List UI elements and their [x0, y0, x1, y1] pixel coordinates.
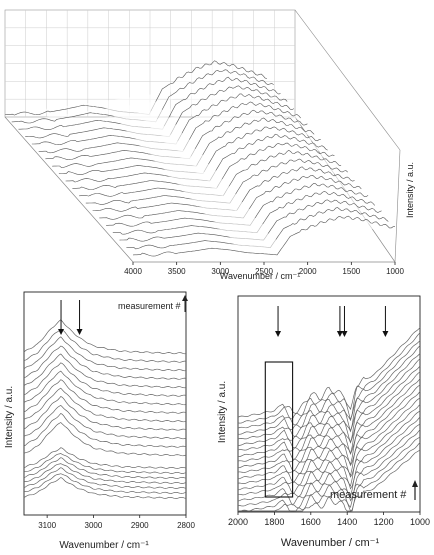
spectrum-line — [237, 327, 421, 418]
waterfall-x-axis-label: Wavenumber / cm⁻¹ — [220, 271, 300, 281]
fingerprint-legend-text: measurement # — [330, 489, 407, 501]
spectrum-line — [23, 387, 187, 423]
spectrum-line — [237, 365, 421, 451]
ch-stretch-legend-text: measurement # — [118, 301, 181, 311]
x-tick-label: 1400 — [337, 517, 357, 527]
spectrum-line — [23, 463, 187, 484]
spectrum-line — [238, 449, 421, 512]
spectrum-line — [237, 384, 421, 469]
fingerprint-x-axis-label: Wavenumber / cm⁻¹ — [281, 537, 380, 549]
spectrum-line — [23, 362, 187, 397]
x-tick-label: 1500 — [342, 267, 360, 276]
waterfall-series-group — [4, 60, 395, 257]
spectrum-line — [23, 353, 187, 389]
measurement-arrow-icon — [182, 295, 188, 312]
waterfall-chart: 4000 3500 3000 2500 2000 1500 1000 Wavenumber … — [4, 9, 415, 281]
x-tick-label: 3000 — [211, 267, 229, 276]
fingerprint-zoom-chart: 2000 1800 1600 1400 1200 1000 measurement # W… — [212, 282, 434, 550]
x-tick-label: 1000 — [410, 517, 430, 527]
x-tick-label: 2000 — [299, 267, 317, 276]
x-tick-label: 2000 — [228, 517, 248, 527]
peak-arrow-icon — [382, 306, 389, 337]
peak-arrow-icon — [275, 306, 282, 337]
x-tick-label: 2800 — [177, 521, 195, 530]
spectrum-line — [238, 358, 421, 446]
highlight-box — [264, 361, 294, 498]
x-tick-label: 1200 — [374, 517, 394, 527]
fingerprint-ticks: 2000 1800 1600 1400 1200 1000 — [228, 512, 430, 527]
spectrum-line — [237, 391, 421, 473]
spectrum-line — [23, 422, 187, 457]
spectrum-line — [238, 436, 421, 512]
ch-stretch-zoom-chart: 3100 3000 2900 2800 measurement # Wavenumbe… — [0, 282, 200, 551]
spectrum-line — [23, 328, 187, 363]
x-tick-label: 2900 — [131, 521, 149, 530]
spectrum-line — [237, 340, 421, 429]
spectrum-line — [23, 396, 187, 431]
spectrum-line — [23, 345, 187, 380]
x-tick-label: 3500 — [168, 267, 186, 276]
spectrum-line — [237, 397, 421, 480]
spectrum-line — [23, 412, 187, 448]
spectrum-line — [237, 403, 421, 484]
ch-stretch-ticks: 3100 3000 2900 2800 — [38, 515, 195, 530]
plot-frame — [23, 291, 187, 516]
spectrum-line — [237, 423, 421, 502]
side-edge — [394, 149, 401, 263]
spectrum-line — [237, 416, 421, 496]
ch-stretch-x-axis-label: Wavenumber / cm⁻¹ — [59, 540, 149, 550]
spectrum-line — [23, 447, 187, 469]
x-tick-label: 1000 — [386, 267, 404, 276]
x-tick-label: 3100 — [38, 521, 56, 530]
x-tick-label: 1600 — [301, 517, 321, 527]
measurement-arrow-icon — [412, 480, 418, 500]
spectrum-line — [237, 345, 421, 435]
peak-arrow-icon — [76, 300, 83, 335]
peak-arrow-icon — [58, 300, 65, 335]
waterfall-series-line — [132, 215, 395, 257]
ch-stretch-plot-area — [23, 291, 187, 516]
spectrum-line — [23, 457, 187, 479]
x-tick-label: 1800 — [264, 517, 284, 527]
x-tick-label: 2500 — [255, 267, 273, 276]
peak-arrow-icon — [336, 306, 343, 337]
x-tick-label: 4000 — [124, 267, 142, 276]
spectrum-line — [23, 467, 187, 489]
fingerprint-y-axis-label: Intensity / a.u. — [217, 381, 228, 443]
spectrum-line — [237, 410, 421, 491]
spectrum-line — [23, 453, 187, 474]
waterfall-ticks: 4000 3500 3000 2500 2000 1500 1000 — [124, 262, 404, 276]
spectrum-line — [237, 352, 421, 440]
spectrum-line — [23, 319, 187, 355]
plot-frame — [237, 295, 421, 513]
waterfall-y-axis-label: Intensity / a.u. — [405, 162, 415, 218]
spectrum-line — [23, 477, 187, 499]
side-edge — [294, 9, 401, 151]
spectrum-line — [23, 370, 187, 406]
fingerprint-plot-area — [237, 295, 421, 513]
peak-arrow-icon — [341, 306, 348, 337]
ch-stretch-y-axis-label: Intensity / a.u. — [4, 386, 15, 448]
spectrum-line — [23, 336, 187, 372]
spectrum-line — [23, 473, 187, 494]
spectrum-line — [237, 378, 421, 462]
x-tick-label: 3000 — [85, 521, 103, 530]
spectrum-line — [23, 379, 187, 414]
spectrum-line — [237, 332, 421, 424]
spectrum-line — [23, 404, 187, 440]
spectrum-line — [238, 371, 421, 457]
